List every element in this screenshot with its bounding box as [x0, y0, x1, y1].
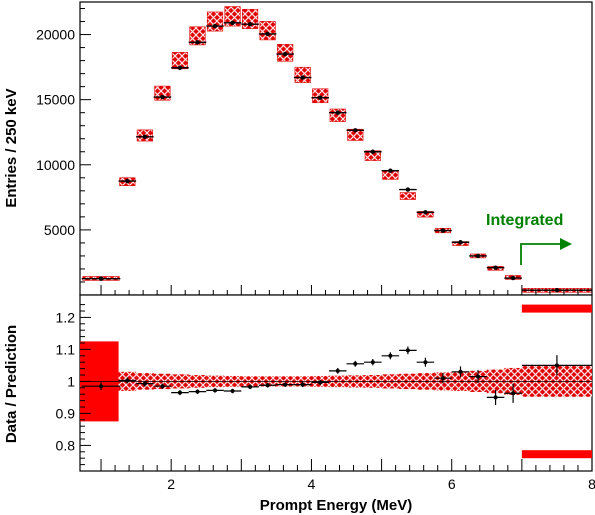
data-point — [440, 228, 446, 233]
ratio-y-tick-label: 1.2 — [56, 309, 76, 325]
x-tick-label: 6 — [448, 476, 456, 492]
prediction-band — [259, 21, 276, 41]
y-tick-label: 10000 — [36, 157, 75, 173]
ratio-point — [248, 384, 253, 389]
data-point — [212, 23, 218, 29]
ratio-point — [511, 391, 516, 396]
y-tick-label: 5000 — [44, 222, 75, 238]
ratio-point — [388, 353, 393, 358]
x-axis-title: Prompt Energy (MeV) — [260, 497, 413, 514]
data-point — [458, 240, 463, 245]
y-tick-label: 20000 — [36, 27, 75, 43]
ratio-point — [160, 384, 165, 389]
data-point — [142, 134, 148, 139]
top-panel-frame — [79, 1, 593, 296]
ratio-point — [423, 360, 428, 365]
x-tick-label: 2 — [167, 476, 175, 492]
ratio-point — [493, 395, 498, 400]
data-point — [353, 128, 358, 133]
ratio-point — [476, 374, 481, 379]
data-point — [335, 110, 340, 115]
data-point — [160, 94, 165, 100]
bottom-y-axis-title: Data / Prediction — [3, 325, 20, 443]
data-point — [405, 187, 411, 192]
data-point — [475, 253, 481, 259]
ratio-point — [405, 348, 410, 353]
prediction-band — [224, 6, 241, 27]
systematic-band-edge — [521, 450, 592, 459]
data-point — [230, 20, 235, 26]
data-point — [554, 287, 560, 293]
ratio-point — [554, 363, 559, 368]
ratio-point — [265, 383, 270, 388]
ratio-point — [370, 360, 375, 365]
data-point — [510, 275, 516, 281]
ratio-y-tick-label: 0.9 — [56, 405, 76, 421]
data-point — [282, 51, 288, 57]
data-point — [370, 149, 376, 154]
ratio-point — [353, 361, 358, 366]
y-tick-label: 15000 — [36, 92, 75, 108]
ratio-y-tick-label: 1 — [67, 373, 75, 389]
ratio-point — [318, 380, 323, 385]
prediction-band — [294, 66, 311, 83]
data-point — [318, 95, 323, 100]
x-tick-label: 4 — [308, 476, 316, 492]
x-tick-label: 8 — [588, 476, 595, 492]
ratio-point — [195, 389, 200, 394]
data-point — [493, 265, 498, 270]
ratio-point — [440, 376, 445, 381]
data-point — [177, 65, 183, 70]
integrated-annotation: Integrated — [486, 212, 572, 265]
ratio-point — [125, 378, 130, 383]
systematic-band-edge — [521, 304, 592, 313]
ratio-data-points — [81, 346, 592, 406]
data-point — [98, 276, 104, 281]
ratio-point — [335, 368, 340, 373]
integrated-label: Integrated — [486, 212, 563, 229]
ratio-point — [458, 369, 463, 374]
ratio-y-tick-label: 0.8 — [56, 437, 76, 453]
ratio-point — [177, 390, 182, 395]
data-point — [125, 178, 130, 184]
integrated-arrow-icon — [560, 238, 572, 250]
ratio-point — [99, 384, 104, 389]
top-data-points — [81, 20, 592, 293]
prediction-band — [189, 26, 206, 46]
data-point — [195, 40, 200, 45]
ratio-point — [230, 389, 235, 393]
data-point — [247, 21, 253, 27]
data-point — [300, 75, 305, 80]
ratio-y-tick-label: 1.1 — [56, 341, 76, 357]
top-axes: 5000 10000 15000 20000 — [36, 8, 579, 295]
ratio-point — [142, 381, 147, 386]
ratio-point — [300, 382, 305, 387]
bottom-axes: 0.8 0.9 1 1.1 1.2 2 4 6 8 — [56, 304, 595, 492]
top-y-axis-title: Entries / 250 keV — [3, 88, 20, 207]
prediction-band — [399, 192, 416, 200]
data-point — [388, 168, 393, 173]
ratio-point — [213, 388, 218, 393]
data-point — [265, 31, 270, 37]
ratio-point — [283, 382, 288, 387]
data-point — [423, 210, 428, 215]
